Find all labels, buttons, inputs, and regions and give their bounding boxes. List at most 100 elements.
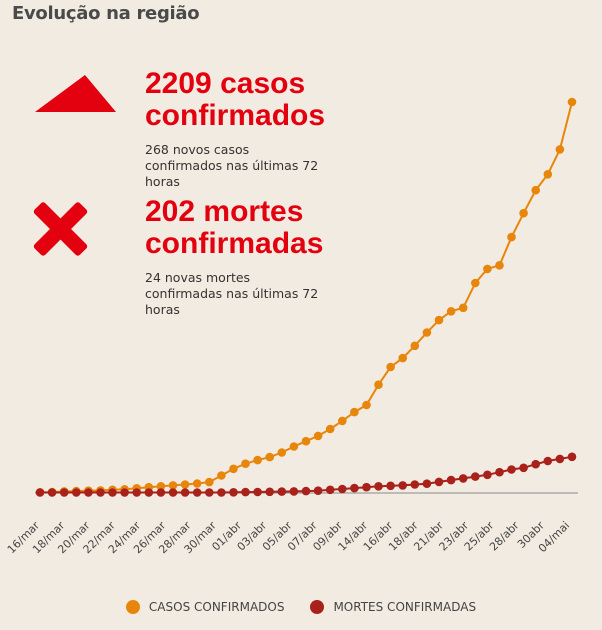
- deaths-point: [217, 488, 226, 497]
- cases-point: [422, 328, 432, 337]
- deaths-series: [35, 452, 577, 497]
- deaths-point: [471, 472, 480, 481]
- cases-point: [374, 380, 383, 390]
- deaths-stat: 202 mortes confirmadas 24 novas mortes c…: [145, 196, 345, 318]
- cases-point: [362, 400, 371, 410]
- legend: CASOS CONFIRMADOS MORTES CONFIRMADAS: [0, 600, 602, 614]
- cases-point: [156, 482, 166, 491]
- deaths-point: [567, 452, 577, 462]
- deaths-point: [84, 488, 93, 497]
- cases-point: [301, 436, 311, 446]
- deaths-point: [72, 488, 81, 497]
- cases-point: [241, 459, 250, 469]
- deaths-point: [229, 488, 238, 497]
- legend-label-cases: CASOS CONFIRMADOS: [148, 600, 285, 614]
- deaths-detail: 24 novas mortes confirmadas nas últimas …: [145, 270, 319, 317]
- cases-point: [386, 362, 395, 372]
- deaths-point: [192, 488, 202, 497]
- deaths-point: [422, 479, 432, 489]
- cases-point: [398, 353, 408, 363]
- cases-point: [229, 464, 238, 474]
- deaths-point: [265, 487, 275, 497]
- deaths-point: [410, 480, 420, 489]
- cases-point: [205, 477, 214, 487]
- deaths-point: [446, 475, 456, 485]
- deaths-point: [277, 487, 287, 496]
- deaths-point: [120, 488, 129, 497]
- deaths-point: [180, 488, 190, 497]
- deaths-point: [144, 488, 154, 497]
- cases-point: [434, 315, 444, 325]
- cases-point: [495, 261, 504, 270]
- cases-point: [313, 431, 323, 441]
- page-title: Evolução na região: [12, 3, 200, 24]
- cases-point: [519, 208, 528, 218]
- cases-point: [289, 442, 299, 451]
- deaths-point: [47, 488, 57, 497]
- cases-stat: 2209 casos confirmados 268 novos casos c…: [145, 68, 335, 190]
- cases-point: [277, 448, 287, 457]
- deaths-point: [35, 488, 45, 497]
- cases-point: [531, 185, 540, 195]
- legend-dot-deaths: [310, 600, 325, 614]
- cases-point: [350, 407, 359, 417]
- x-tick-label: 28/abr: [487, 519, 522, 554]
- deaths-point: [507, 465, 516, 474]
- deaths-point: [398, 481, 408, 490]
- cases-point: [180, 480, 190, 489]
- deaths-point: [531, 459, 540, 469]
- deaths-point: [386, 481, 395, 491]
- deaths-point: [253, 487, 262, 497]
- deaths-point: [96, 488, 105, 497]
- deaths-point: [289, 487, 299, 496]
- cases-headline: 2209 casos confirmados: [145, 67, 326, 132]
- deaths-point: [325, 485, 335, 495]
- deaths-point: [156, 488, 166, 497]
- deaths-point: [543, 456, 553, 466]
- legend-dot-cases: [125, 600, 140, 614]
- cases-point: [338, 416, 347, 426]
- cases-point: [555, 145, 565, 154]
- cases-point: [217, 471, 226, 480]
- deaths-point: [205, 488, 214, 497]
- deaths-point: [495, 467, 504, 477]
- legend-item-cases: CASOS CONFIRMADOS: [125, 600, 285, 614]
- deaths-headline: 202 mortes confirmadas: [145, 195, 324, 260]
- cases-point: [325, 424, 335, 434]
- deaths-point: [338, 484, 347, 494]
- cases-point: [168, 481, 178, 490]
- cases-detail: 268 novos casos confirmados nas últimas …: [145, 142, 319, 189]
- cases-point: [471, 278, 480, 288]
- deaths-point: [483, 470, 492, 480]
- cases-point: [507, 232, 516, 242]
- cases-point: [567, 97, 577, 107]
- cases-point: [543, 170, 553, 179]
- cases-point: [253, 455, 262, 465]
- deaths-point: [362, 482, 371, 492]
- deaths-point: [59, 488, 69, 497]
- legend-label-deaths: MORTES CONFIRMADAS: [333, 600, 477, 614]
- legend-item-deaths: MORTES CONFIRMADAS: [310, 600, 476, 614]
- cases-point: [483, 264, 492, 274]
- cases-point: [192, 479, 202, 488]
- cases-point: [446, 307, 456, 316]
- x-mark-icon: [33, 202, 88, 256]
- deaths-point: [374, 482, 383, 491]
- cases-point: [410, 341, 420, 351]
- deaths-point: [555, 454, 565, 464]
- deaths-point: [458, 474, 468, 483]
- deaths-point: [519, 463, 528, 473]
- deaths-point: [434, 477, 444, 487]
- deaths-point: [132, 488, 141, 497]
- deaths-point: [301, 486, 311, 496]
- deaths-point: [241, 487, 250, 497]
- deaths-point: [168, 488, 178, 497]
- cases-point: [458, 303, 468, 313]
- up-triangle-icon: [35, 75, 116, 112]
- deaths-point: [313, 486, 323, 496]
- cases-point: [265, 452, 275, 462]
- deaths-point: [108, 488, 117, 497]
- x-tick-labels: 16/mar18/mar20/mar22/mar24/mar26/mar28/m…: [5, 519, 572, 557]
- deaths-point: [350, 483, 359, 493]
